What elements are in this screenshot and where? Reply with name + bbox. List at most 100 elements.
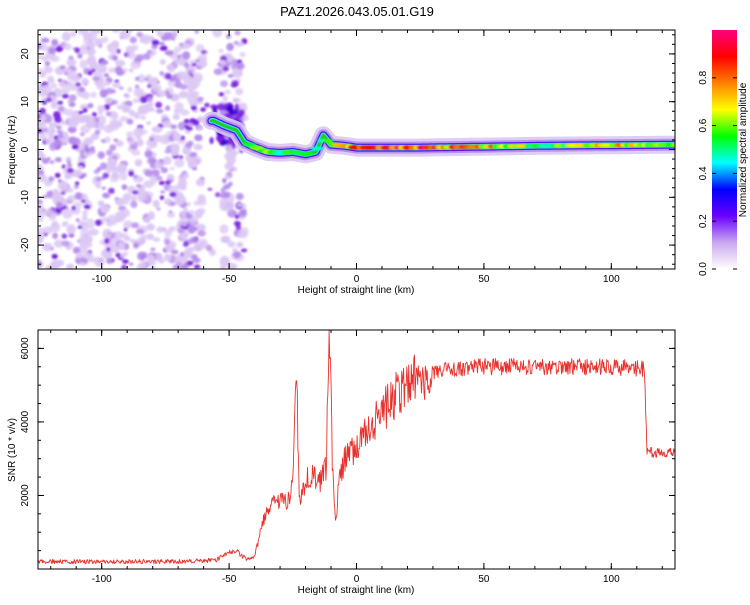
noise-speckle [71, 205, 76, 211]
noise-speckle [151, 126, 163, 133]
noise-speckle [80, 229, 91, 240]
noise-speckle [82, 173, 87, 178]
noise-speckle [220, 80, 228, 88]
noise-speckle [78, 87, 85, 93]
snr-ytick-label: 6000 [20, 337, 31, 360]
noise-speckle [126, 136, 136, 145]
noise-speckle [101, 36, 109, 43]
noise-speckle [200, 241, 206, 247]
noise-speckle [168, 185, 180, 195]
noise-speckle [94, 129, 101, 135]
noise-speckle [141, 129, 148, 135]
noise-speckle [146, 146, 152, 151]
noise-speckle [127, 119, 134, 125]
noise-speckle [236, 241, 244, 248]
noise-speckle [51, 253, 58, 260]
noise-speckle [90, 91, 97, 98]
noise-speckle [144, 149, 153, 158]
noise-speckle [127, 52, 137, 60]
noise-speckle [195, 178, 205, 187]
noise-speckle [184, 62, 190, 68]
noise-speckle [54, 157, 62, 163]
noise-speckle [112, 82, 121, 89]
snr-panel: -100 -50 0 50 100 2000 4000 6000 Height of stra… [7, 329, 676, 596]
noise-speckle [69, 86, 77, 91]
noise-speckle [143, 103, 153, 113]
noise-speckle [238, 109, 245, 117]
noise-speckle [68, 226, 74, 231]
noise-speckle [81, 199, 86, 204]
noise-speckle [58, 180, 69, 191]
noise-speckle [104, 97, 113, 105]
spectrogram-xtick-label: -50 [222, 274, 237, 285]
noise-speckle [163, 156, 172, 166]
noise-speckle [134, 76, 140, 82]
noise-speckle [165, 180, 171, 185]
noise-speckle [227, 208, 237, 218]
noise-speckle [197, 230, 206, 237]
noise-speckle [159, 59, 166, 65]
noise-speckle [237, 230, 248, 239]
noise-speckle [159, 45, 168, 51]
noise-speckle [39, 70, 47, 78]
noise-speckle [115, 48, 121, 54]
snr-ytick-label: 2000 [20, 484, 31, 507]
noise-speckle [42, 195, 48, 199]
ridge-bead [242, 142, 257, 147]
noise-speckle [156, 31, 165, 38]
noise-speckle [44, 61, 51, 66]
noise-speckle [56, 100, 64, 105]
noise-speckle [65, 156, 72, 161]
spectrogram-noise-speckles [38, 30, 249, 269]
noise-speckle [114, 66, 123, 74]
noise-speckle [102, 172, 110, 179]
noise-speckle [130, 239, 137, 244]
noise-speckle [61, 93, 69, 99]
noise-speckle [81, 215, 88, 221]
noise-speckle [136, 31, 143, 38]
noise-speckle [38, 202, 44, 214]
noise-speckle [182, 250, 193, 259]
noise-speckle [108, 187, 115, 194]
noise-speckle [97, 200, 105, 207]
noise-speckle [131, 190, 139, 195]
noise-speckle [91, 112, 97, 117]
noise-speckle [135, 228, 145, 235]
noise-speckle [194, 30, 199, 34]
noise-speckle [218, 48, 224, 54]
noise-speckle [123, 220, 134, 229]
noise-speckle [77, 165, 84, 169]
noise-speckle [183, 241, 189, 248]
noise-speckle [200, 107, 207, 112]
noise-speckle [137, 262, 147, 269]
noise-speckle [110, 89, 116, 94]
spectrogram-ytick-label: 20 [20, 48, 31, 60]
noise-speckle [97, 105, 106, 112]
noise-speckle [219, 141, 226, 146]
noise-speckle [129, 36, 137, 44]
noise-speckle [146, 254, 155, 263]
noise-speckle [38, 164, 43, 169]
noise-speckle [106, 258, 113, 264]
noise-speckle [48, 176, 55, 182]
noise-speckle [50, 222, 61, 233]
noise-speckle [235, 87, 244, 96]
noise-speckle [66, 72, 76, 81]
noise-speckle [154, 160, 164, 168]
noise-speckle [150, 247, 156, 252]
noise-speckle [101, 186, 107, 190]
noise-speckle [68, 136, 77, 145]
noise-speckle [86, 49, 95, 56]
noise-speckle [231, 80, 239, 87]
noise-speckle [48, 215, 56, 221]
noise-speckle [146, 121, 152, 126]
noise-speckle [102, 192, 111, 199]
spectrogram-xtick-label: 0 [354, 274, 360, 285]
noise-speckle [213, 68, 223, 76]
noise-speckle [119, 86, 124, 90]
noise-speckle [87, 103, 94, 109]
noise-speckle [105, 111, 112, 117]
noise-speckle [189, 236, 198, 244]
noise-speckle [116, 163, 127, 174]
